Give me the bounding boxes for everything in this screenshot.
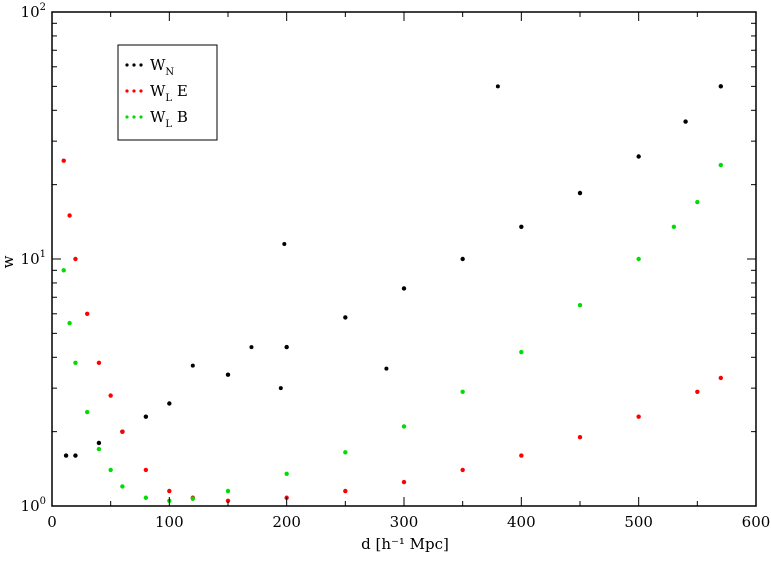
x-tick-label: 100 bbox=[155, 513, 184, 531]
legend-label: WL B bbox=[150, 108, 188, 130]
data-point bbox=[636, 414, 641, 419]
outlier-point bbox=[278, 386, 283, 391]
data-point bbox=[577, 434, 583, 440]
data-point bbox=[401, 286, 407, 291]
data-point bbox=[636, 154, 641, 159]
y-tick-label: 100 bbox=[21, 496, 46, 515]
data-point bbox=[683, 119, 688, 124]
data-point bbox=[108, 393, 113, 398]
data-point bbox=[225, 488, 231, 494]
data-point bbox=[167, 488, 172, 494]
data-point bbox=[401, 479, 407, 485]
x-tick-label: 300 bbox=[390, 513, 419, 531]
data-point bbox=[284, 471, 289, 477]
data-point bbox=[73, 453, 78, 458]
data-point bbox=[120, 429, 125, 434]
legend-label: WN bbox=[150, 56, 174, 78]
data-point bbox=[61, 268, 66, 273]
x-tick-label: 200 bbox=[272, 513, 301, 531]
legend-marker bbox=[139, 115, 143, 119]
data-point bbox=[143, 414, 149, 419]
y-tick-label: 102 bbox=[21, 2, 46, 21]
data-point bbox=[671, 224, 677, 230]
points-layer bbox=[61, 84, 723, 503]
x-tick-label: 500 bbox=[624, 513, 653, 531]
data-point bbox=[343, 315, 348, 320]
y-tick-label: 101 bbox=[21, 249, 46, 268]
data-point bbox=[695, 389, 700, 394]
legend-marker bbox=[132, 63, 136, 67]
legend-marker bbox=[125, 89, 129, 93]
legend-entries: WN WL E WL B bbox=[125, 56, 188, 130]
data-point bbox=[63, 453, 69, 458]
data-point bbox=[96, 360, 102, 365]
data-point bbox=[636, 256, 641, 262]
data-point bbox=[167, 401, 172, 406]
x-tick-label: 600 bbox=[742, 513, 771, 531]
legend: WN WL E WL B bbox=[117, 44, 218, 141]
outlier-point bbox=[282, 242, 287, 247]
data-point bbox=[85, 409, 90, 415]
data-point bbox=[225, 498, 231, 503]
data-point bbox=[718, 84, 723, 89]
outlier-point bbox=[384, 366, 389, 371]
data-point bbox=[143, 467, 149, 473]
data-point bbox=[61, 158, 66, 163]
legend-marker bbox=[125, 63, 129, 67]
data-point bbox=[460, 467, 465, 473]
data-point bbox=[96, 440, 102, 446]
data-point bbox=[343, 450, 348, 455]
legend-marker bbox=[125, 115, 129, 119]
data-point bbox=[695, 199, 700, 205]
data-point bbox=[67, 213, 72, 218]
data-point bbox=[143, 495, 149, 500]
legend-marker bbox=[132, 115, 136, 119]
data-point bbox=[96, 446, 102, 452]
data-point bbox=[284, 344, 289, 350]
data-point bbox=[401, 424, 407, 429]
x-tick-label: 400 bbox=[507, 513, 536, 531]
data-point bbox=[519, 349, 524, 355]
data-point bbox=[190, 496, 195, 501]
data-point bbox=[577, 190, 583, 196]
legend-label: WL E bbox=[150, 82, 188, 104]
data-point bbox=[120, 484, 125, 489]
data-point bbox=[519, 453, 524, 458]
data-point bbox=[343, 488, 348, 494]
outlier-point bbox=[495, 84, 500, 89]
data-point bbox=[73, 256, 78, 262]
y-axis-label: w bbox=[0, 255, 17, 268]
data-point bbox=[460, 256, 465, 262]
data-point bbox=[718, 162, 723, 168]
legend-marker bbox=[139, 63, 143, 67]
data-point bbox=[85, 311, 90, 316]
data-point bbox=[108, 467, 113, 473]
outlier-point bbox=[190, 363, 195, 368]
legend-marker bbox=[132, 89, 136, 93]
data-point bbox=[519, 224, 524, 230]
data-point bbox=[73, 360, 78, 365]
data-point bbox=[718, 375, 723, 381]
data-point bbox=[460, 389, 465, 394]
data-point bbox=[67, 320, 72, 326]
legend-marker bbox=[139, 89, 143, 93]
outlier-point bbox=[249, 345, 254, 350]
data-point bbox=[225, 372, 231, 377]
x-axis-label: d [h⁻¹ Mpc] bbox=[361, 535, 449, 553]
x-tick-label: 0 bbox=[47, 513, 57, 531]
data-point bbox=[577, 303, 583, 308]
